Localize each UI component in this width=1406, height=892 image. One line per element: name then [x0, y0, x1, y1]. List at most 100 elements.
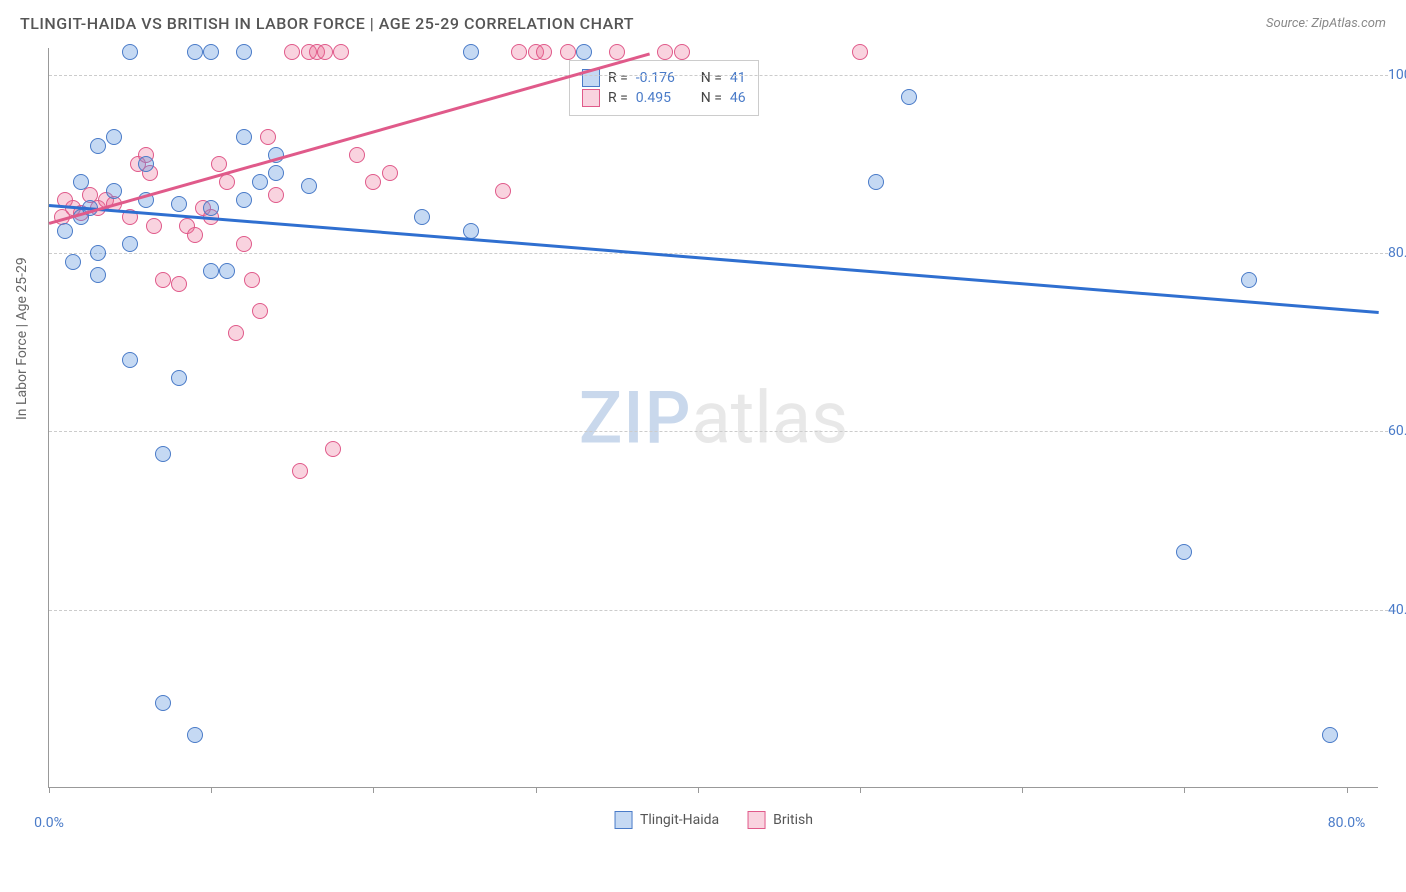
legend-swatch — [614, 811, 632, 829]
point-tlingit-haida — [171, 370, 187, 386]
legend-swatch — [747, 811, 765, 829]
watermark-part2: atlas — [692, 375, 849, 460]
point-tlingit-haida — [187, 44, 203, 60]
chart-plot-area: ZIPatlas R =-0.176 N =41R =0.495 N =46 T… — [48, 48, 1378, 788]
legend-swatch — [582, 89, 600, 107]
gridline-h — [49, 75, 1388, 76]
point-british — [536, 44, 552, 60]
point-tlingit-haida — [73, 174, 89, 190]
x-tick — [49, 787, 50, 793]
chart-title: TLINGIT-HAIDA VS BRITISH IN LABOR FORCE … — [20, 14, 634, 33]
series-legend: Tlingit-Haida British — [614, 811, 813, 829]
n-value: 46 — [730, 90, 746, 106]
y-tick-label: 60.0% — [1388, 423, 1406, 439]
legend-label: British — [773, 812, 813, 828]
x-tick — [1022, 787, 1023, 793]
point-tlingit-haida — [90, 138, 106, 154]
point-tlingit-haida — [901, 89, 917, 105]
point-british — [252, 303, 268, 319]
point-tlingit-haida — [236, 192, 252, 208]
point-tlingit-haida — [203, 44, 219, 60]
r-label: R = — [608, 90, 628, 106]
point-british — [171, 276, 187, 292]
point-british — [211, 156, 227, 172]
point-tlingit-haida — [106, 183, 122, 199]
point-tlingit-haida — [155, 695, 171, 711]
y-tick-label: 40.0% — [1388, 602, 1406, 618]
x-tick — [536, 787, 537, 793]
point-tlingit-haida — [868, 174, 884, 190]
point-british — [609, 44, 625, 60]
point-tlingit-haida — [90, 267, 106, 283]
x-tick — [211, 787, 212, 793]
point-british — [187, 227, 203, 243]
point-tlingit-haida — [463, 223, 479, 239]
point-tlingit-haida — [1241, 272, 1257, 288]
point-tlingit-haida — [414, 209, 430, 225]
point-british — [236, 236, 252, 252]
point-british — [268, 187, 284, 203]
point-british — [325, 441, 341, 457]
x-tick — [1184, 787, 1185, 793]
point-tlingit-haida — [203, 200, 219, 216]
point-tlingit-haida — [268, 165, 284, 181]
n-label: N = — [694, 70, 722, 86]
point-tlingit-haida — [57, 223, 73, 239]
point-british — [260, 129, 276, 145]
source-label: Source: ZipAtlas.com — [1266, 16, 1386, 31]
point-tlingit-haida — [106, 129, 122, 145]
point-british — [365, 174, 381, 190]
point-tlingit-haida — [252, 174, 268, 190]
x-tick-label: 0.0% — [34, 815, 64, 831]
point-british — [228, 325, 244, 341]
trendline-british — [49, 52, 650, 224]
point-tlingit-haida — [219, 263, 235, 279]
point-tlingit-haida — [122, 44, 138, 60]
n-value: 41 — [730, 70, 746, 86]
x-tick-label: 80.0% — [1328, 815, 1366, 831]
r-label: R = — [608, 70, 628, 86]
point-british — [146, 218, 162, 234]
point-british — [495, 183, 511, 199]
point-british — [674, 44, 690, 60]
point-tlingit-haida — [65, 254, 81, 270]
legend-item: British — [747, 811, 813, 829]
x-tick — [860, 787, 861, 793]
point-tlingit-haida — [138, 156, 154, 172]
stats-row: R = -0.176 N = 41 — [582, 69, 746, 87]
point-british — [852, 44, 868, 60]
x-tick — [373, 787, 374, 793]
point-tlingit-haida — [122, 352, 138, 368]
point-tlingit-haida — [236, 129, 252, 145]
point-tlingit-haida — [171, 196, 187, 212]
point-british — [511, 44, 527, 60]
point-tlingit-haida — [301, 178, 317, 194]
x-tick — [1347, 787, 1348, 793]
stats-row: R =0.495 N =46 — [582, 89, 746, 107]
gridline-h — [49, 253, 1388, 254]
point-british — [155, 272, 171, 288]
r-value: 0.495 — [636, 90, 686, 106]
gridline-h — [49, 610, 1388, 611]
point-tlingit-haida — [122, 236, 138, 252]
point-british — [244, 272, 260, 288]
point-tlingit-haida — [236, 44, 252, 60]
trendline-tlingit-haida — [49, 204, 1379, 313]
r-value: -0.176 — [636, 70, 686, 86]
watermark-part1: ZIP — [579, 375, 692, 460]
point-tlingit-haida — [576, 44, 592, 60]
y-tick-label: 80.0% — [1388, 245, 1406, 261]
point-tlingit-haida — [463, 44, 479, 60]
y-axis-title: In Labor Force | Age 25-29 — [14, 257, 30, 420]
legend-item: Tlingit-Haida — [614, 811, 719, 829]
point-british — [292, 463, 308, 479]
watermark: ZIPatlas — [579, 375, 848, 460]
point-tlingit-haida — [203, 263, 219, 279]
legend-label: Tlingit-Haida — [640, 812, 719, 828]
point-tlingit-haida — [90, 245, 106, 261]
point-british — [317, 44, 333, 60]
point-british — [219, 174, 235, 190]
gridline-h — [49, 431, 1388, 432]
point-british — [333, 44, 349, 60]
x-tick — [698, 787, 699, 793]
